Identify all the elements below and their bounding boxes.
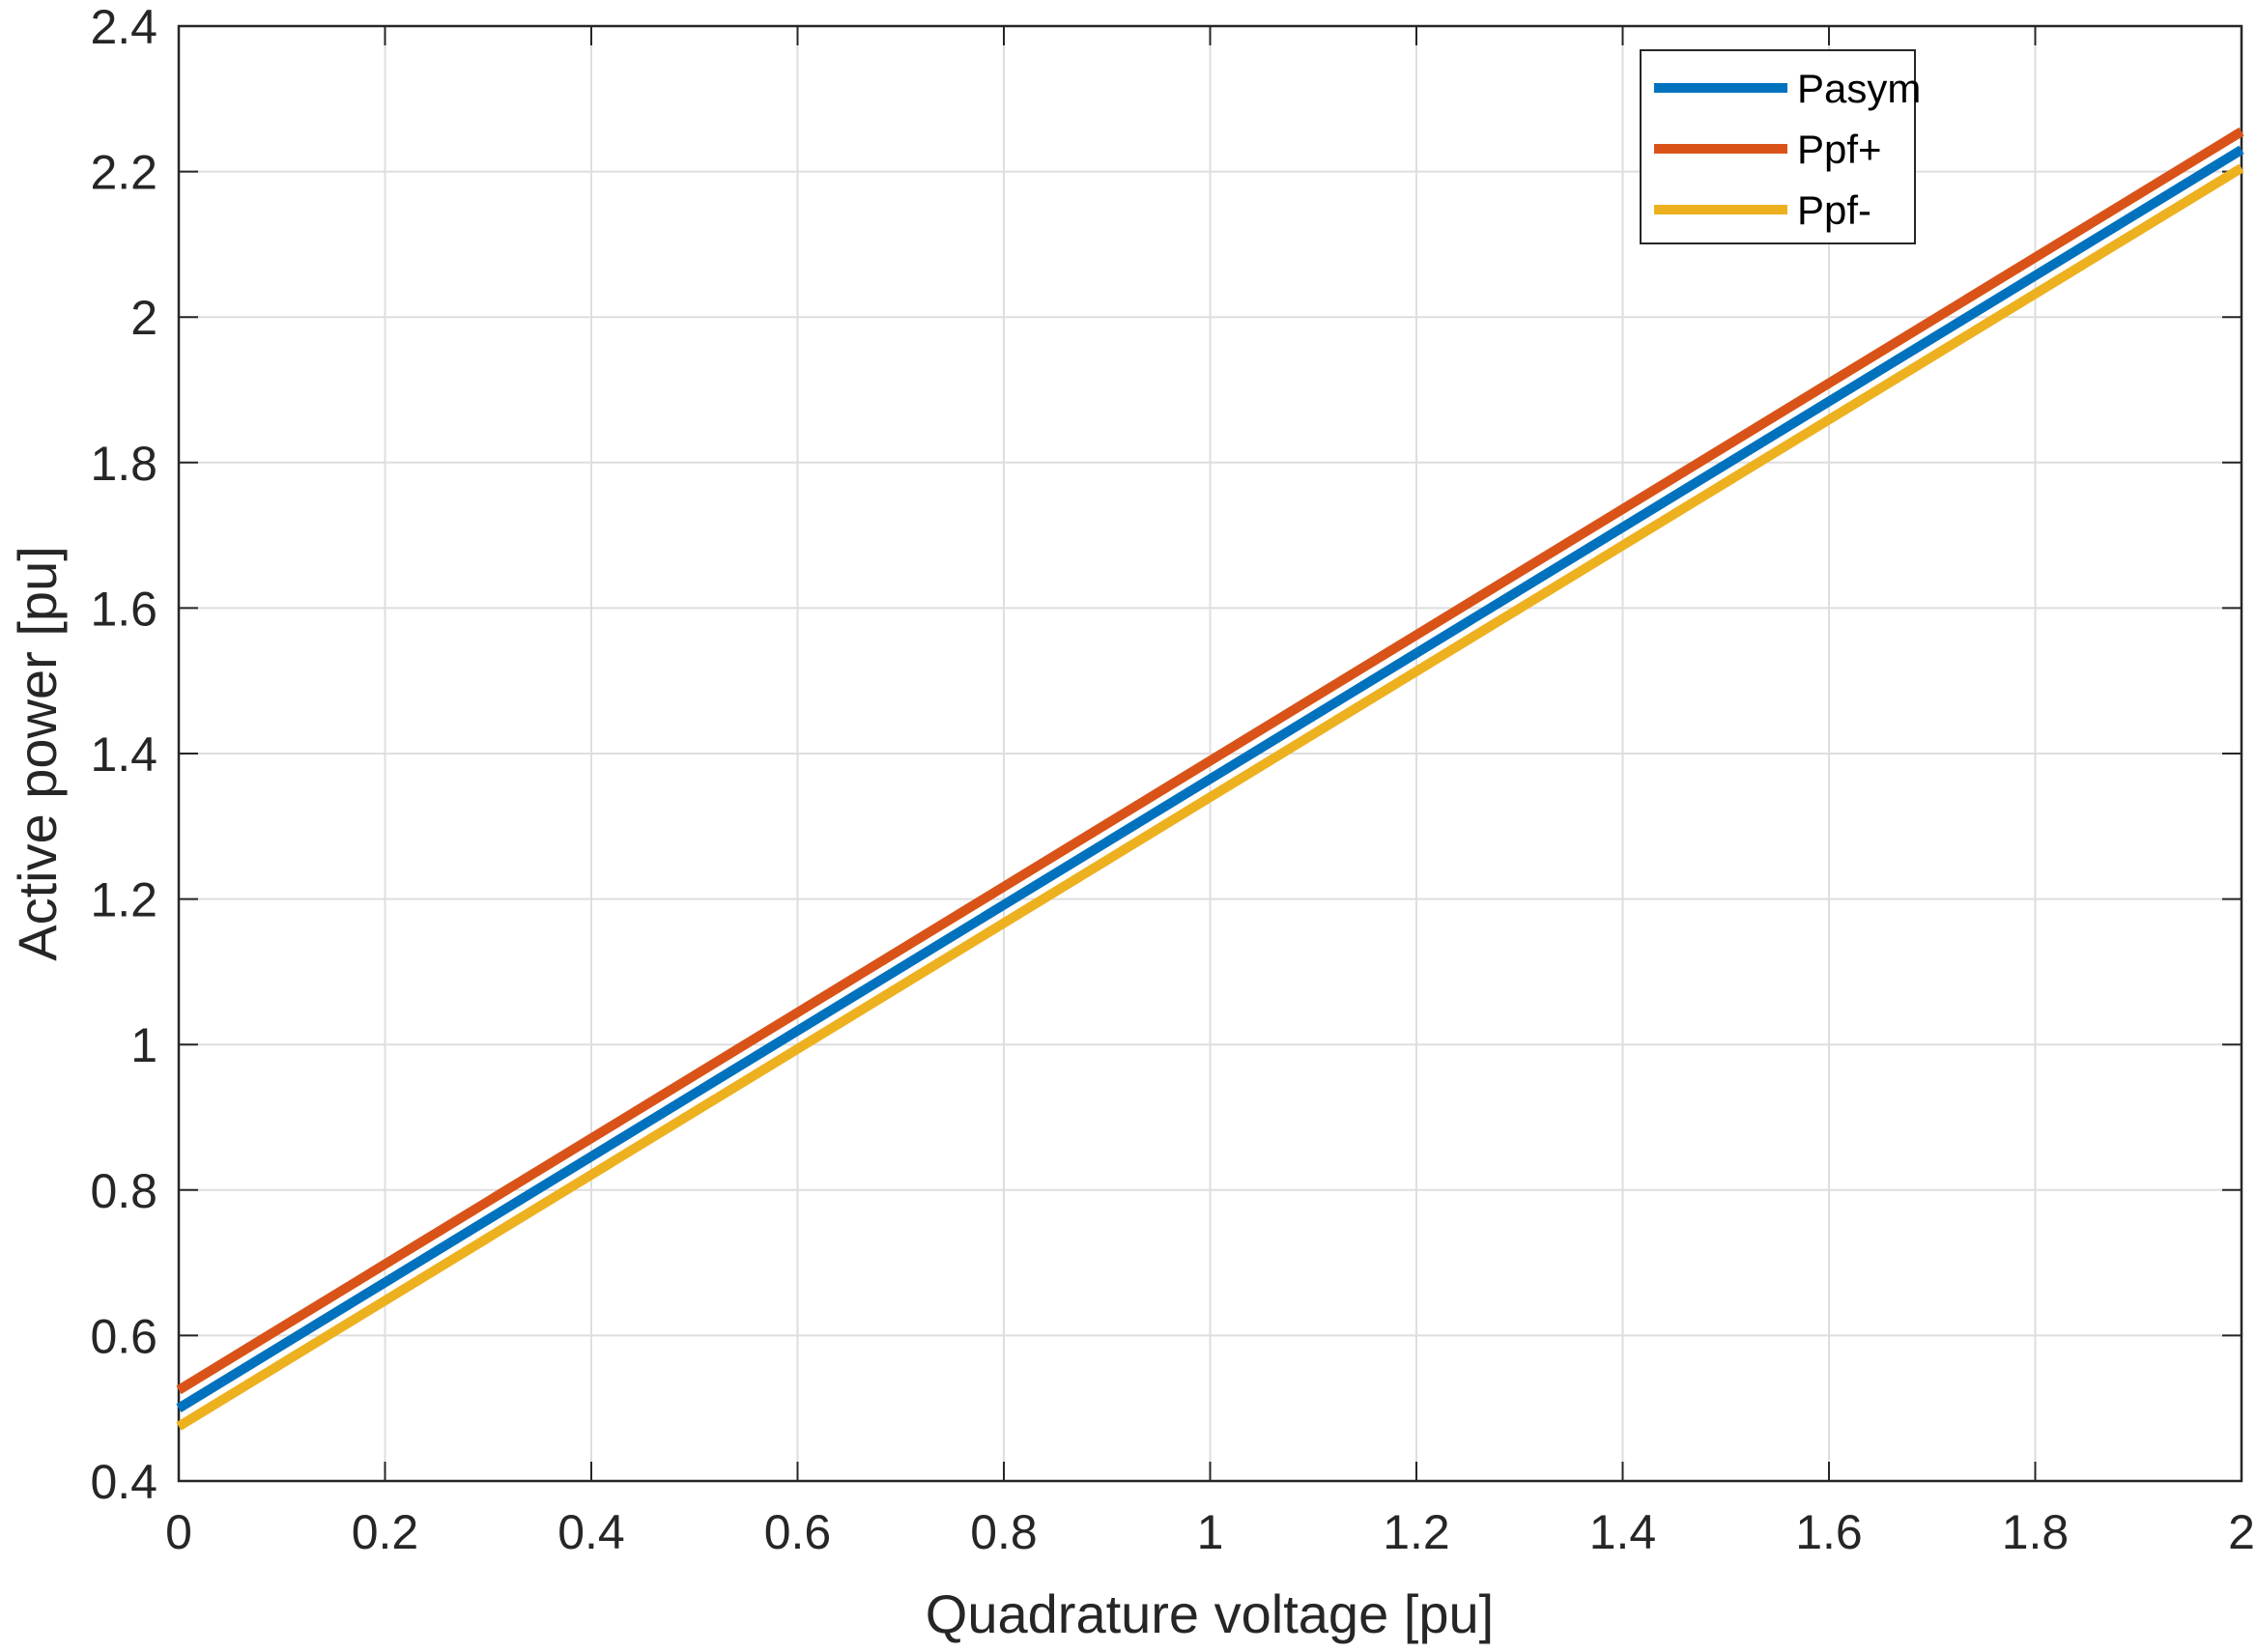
legend-label-ppf-minus: Ppf- — [1797, 187, 1871, 233]
legend-label-ppf-plus: Ppf+ — [1797, 127, 1882, 172]
y-tick-label: 1.2 — [90, 873, 157, 927]
y-tick-label: 1.6 — [90, 582, 157, 636]
y-tick-label: 0.4 — [90, 1455, 157, 1509]
tick-marks — [178, 25, 2242, 1482]
y-tick-label: 2.4 — [90, 0, 157, 54]
y-tick-label: 1.4 — [90, 727, 157, 782]
x-tick-label: 0.4 — [557, 1505, 625, 1559]
x-tick-label: 0.6 — [764, 1505, 832, 1559]
y-tick-label: 1.8 — [90, 437, 157, 491]
y-axis-label: Active power [pu] — [7, 546, 68, 961]
x-tick-label: 0 — [165, 1505, 192, 1559]
y-tick-label: 2 — [130, 291, 157, 345]
y-tick-labels: 0.4 0.6 0.8 1 1.2 1.4 1.6 1.8 2 2.2 2.4 — [90, 0, 157, 1509]
x-tick-label: 1.2 — [1383, 1505, 1450, 1559]
x-tick-label: 1.4 — [1589, 1505, 1657, 1559]
y-tick-label: 1 — [130, 1018, 157, 1072]
x-tick-label: 1 — [1197, 1505, 1224, 1559]
x-axis-label: Quadrature voltage [pu] — [926, 1583, 1494, 1644]
x-tick-labels: 0 0.2 0.4 0.6 0.8 1 1.2 1.4 1.6 1.8 2 — [165, 1505, 2255, 1559]
x-tick-label: 1.8 — [2002, 1505, 2070, 1559]
x-tick-label: 0.8 — [970, 1505, 1038, 1559]
series-line-ppf-minus — [176, 163, 2244, 1431]
legend: Pasym Ppf+ Ppf- — [1640, 49, 1921, 244]
series-line-ppf-plus — [176, 127, 2244, 1395]
x-tick-label: 0.2 — [352, 1505, 419, 1559]
y-tick-label: 0.8 — [90, 1164, 157, 1218]
x-tick-label: 1.6 — [1795, 1505, 1863, 1559]
series-lines — [176, 127, 2244, 1431]
series-line-pasym — [176, 145, 2244, 1412]
y-tick-label: 0.6 — [90, 1309, 157, 1363]
x-tick-label: 2 — [2228, 1505, 2255, 1559]
legend-label-pasym: Pasym — [1797, 66, 1921, 111]
y-tick-label: 2.2 — [90, 146, 157, 200]
